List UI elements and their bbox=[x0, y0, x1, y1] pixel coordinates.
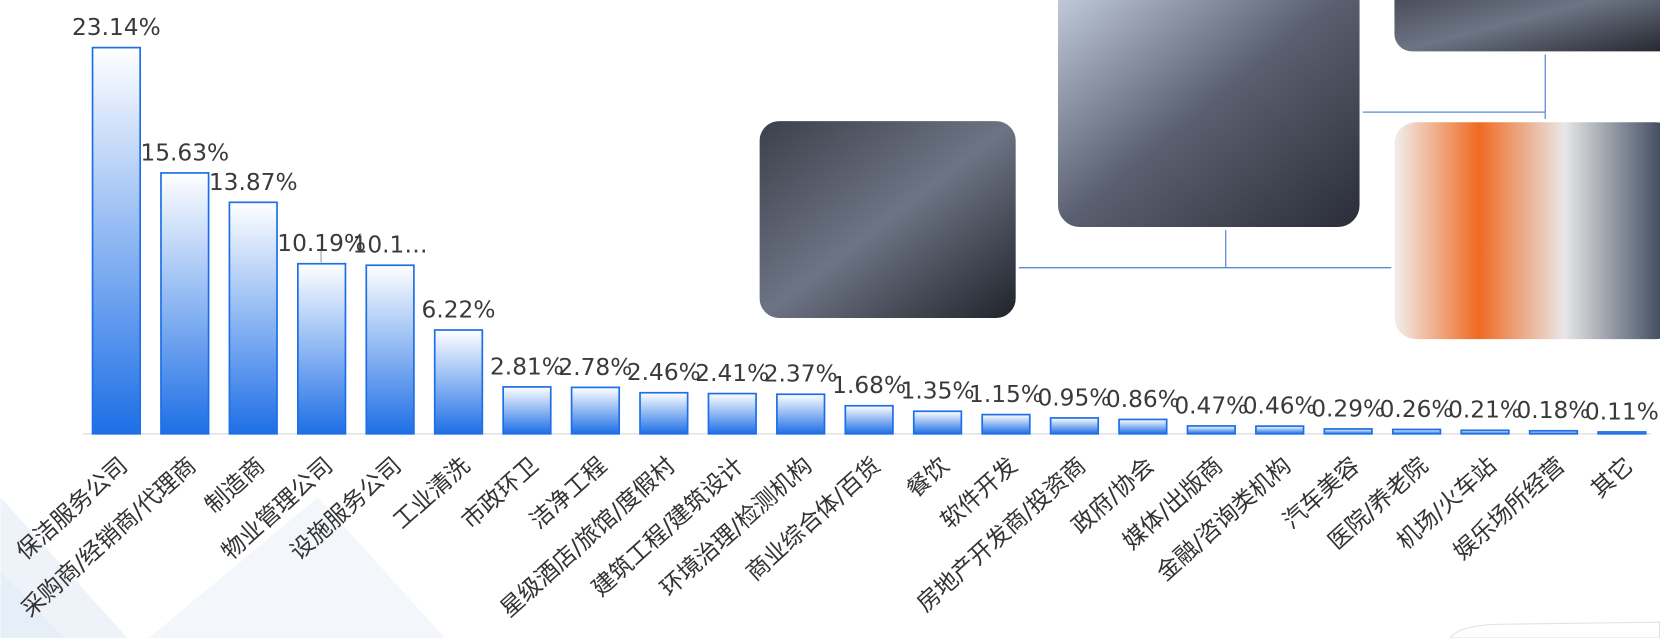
bar bbox=[502, 386, 552, 435]
value-label: 2.78% bbox=[558, 354, 632, 381]
bar bbox=[844, 404, 894, 435]
x-tick-label: 餐饮 bbox=[902, 452, 955, 503]
value-label: 23.14% bbox=[72, 14, 161, 41]
bar bbox=[160, 172, 210, 435]
value-label: 2.46% bbox=[627, 359, 701, 386]
value-label: 15.63% bbox=[140, 139, 229, 166]
value-label: 0.95% bbox=[1037, 384, 1111, 411]
value-label: 0.47% bbox=[1174, 392, 1248, 419]
bar bbox=[433, 329, 484, 435]
value-label: 0.86% bbox=[1106, 386, 1180, 413]
value-label: 0.46% bbox=[1243, 393, 1317, 420]
value-label: 1.15% bbox=[969, 381, 1043, 408]
bar bbox=[1460, 429, 1510, 435]
bar bbox=[1049, 417, 1100, 435]
bar bbox=[1323, 428, 1373, 435]
bar bbox=[1255, 425, 1305, 435]
x-tick-label: 其它 bbox=[1586, 452, 1639, 503]
bar bbox=[1186, 425, 1236, 435]
background-decoration bbox=[0, 497, 445, 638]
bar bbox=[1528, 429, 1579, 435]
value-label: 1.35% bbox=[901, 378, 975, 405]
value-label: 0.18% bbox=[1517, 397, 1591, 424]
bar bbox=[228, 201, 278, 435]
bar bbox=[639, 391, 689, 435]
bar bbox=[365, 264, 415, 435]
bar bbox=[297, 262, 347, 435]
bar bbox=[91, 46, 142, 435]
bar bbox=[912, 410, 963, 435]
value-label: 0.29% bbox=[1311, 395, 1385, 422]
value-label: 1.68% bbox=[832, 372, 906, 399]
value-label: 0.21% bbox=[1448, 397, 1522, 424]
value-label: 6.22% bbox=[422, 296, 496, 323]
bar bbox=[1391, 428, 1442, 435]
value-label: 10.19% bbox=[277, 230, 366, 257]
bar bbox=[1118, 418, 1168, 435]
photo-collage bbox=[756, 0, 1660, 638]
bar bbox=[707, 392, 757, 435]
bar bbox=[776, 393, 826, 435]
value-label: 2.81% bbox=[490, 353, 564, 380]
value-label: 0.26% bbox=[1380, 396, 1454, 423]
value-label: 13.87% bbox=[209, 169, 298, 196]
bar bbox=[981, 413, 1031, 435]
value-label: 0.11% bbox=[1585, 398, 1659, 425]
value-label: 2.37% bbox=[764, 361, 838, 388]
bar bbox=[570, 386, 621, 435]
value-label: 2.41% bbox=[695, 360, 769, 387]
value-label: 10.1… bbox=[353, 232, 428, 259]
bar bbox=[1597, 431, 1647, 435]
